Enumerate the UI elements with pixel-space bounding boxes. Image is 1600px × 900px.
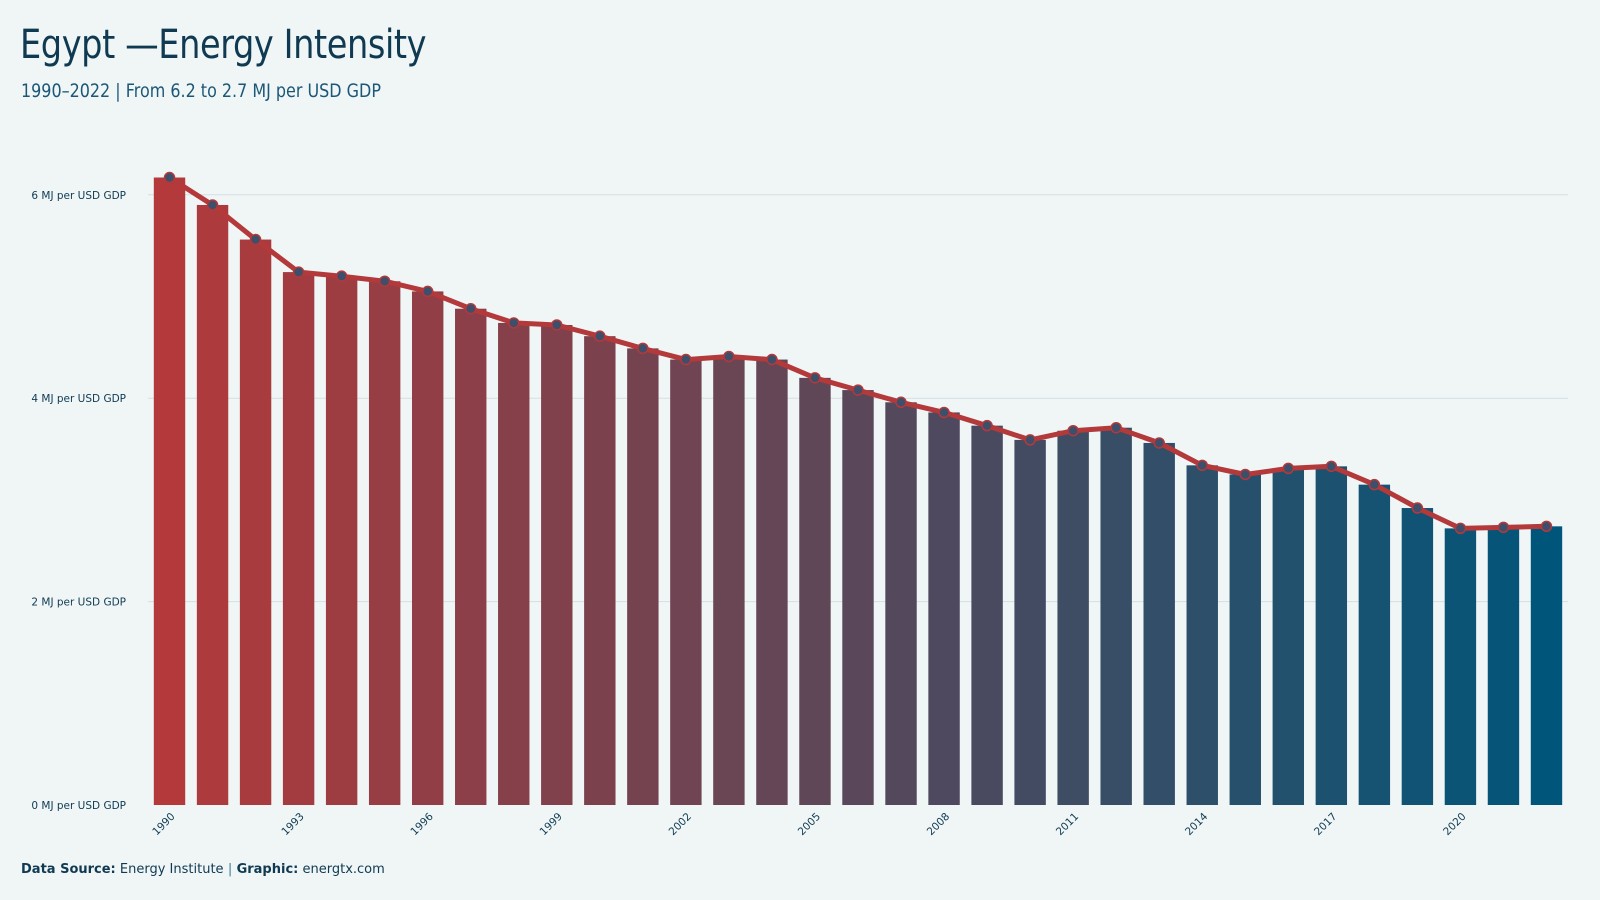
x-tick-label: 2014 [1183, 810, 1211, 838]
graphic-label: Graphic: [236, 862, 299, 877]
marker-2021 [1497, 521, 1510, 534]
bar-1993 [282, 272, 315, 805]
bar-2012 [1100, 427, 1132, 805]
marker-2019 [1411, 502, 1424, 514]
bar-2010 [1014, 439, 1046, 805]
bar-1991 [196, 204, 229, 806]
x-tick-label: 1996 [408, 810, 436, 838]
x-tick-label: 1990 [150, 811, 177, 838]
bar-1995 [368, 281, 401, 805]
marker-2014 [1196, 459, 1208, 472]
footer-credits: Data Source: Energy Institute | Graphic:… [21, 862, 385, 877]
bar-2021 [1487, 527, 1520, 805]
marker-2015 [1239, 468, 1252, 481]
bar-2005 [799, 377, 831, 805]
marker-1996 [421, 285, 434, 298]
footer-separator: | [227, 862, 233, 877]
marker-2009 [981, 419, 993, 432]
y-tick-label: 4 MJ per USD GDP [31, 393, 126, 405]
marker-2016 [1282, 462, 1295, 475]
bar-2017 [1315, 466, 1348, 805]
bar-2015 [1229, 474, 1261, 805]
marker-2017 [1325, 460, 1338, 473]
bar-2011 [1057, 430, 1089, 805]
y-tick-label: 2 MJ per USD GDP [31, 597, 126, 609]
x-tick-label: 2011 [1054, 811, 1081, 838]
marker-2008 [938, 406, 950, 419]
bar-2002 [670, 359, 702, 805]
marker-1993 [292, 266, 305, 278]
chart-subtitle: 1990–2022 | From 6.2 to 2.7 MJ per USD G… [21, 80, 381, 102]
source-value: Energy Institute [119, 862, 224, 877]
x-tick-label: 2005 [796, 811, 823, 838]
bar-2018 [1358, 484, 1391, 805]
marker-2020 [1454, 522, 1467, 535]
y-tick-label: 6 MJ per USD GDP [31, 190, 126, 202]
bar-2014 [1186, 465, 1218, 805]
marker-2022 [1540, 520, 1553, 533]
bar-2019 [1401, 508, 1434, 805]
bar-2006 [842, 390, 874, 805]
bar-1998 [498, 322, 530, 805]
y-tick-label: 0 MJ per USD GDP [31, 800, 126, 812]
marker-1999 [551, 319, 563, 331]
bar-1992 [239, 239, 272, 806]
marker-2000 [594, 330, 606, 342]
marker-1997 [464, 302, 477, 315]
bar-1997 [455, 308, 487, 805]
marker-1994 [335, 270, 348, 282]
bar-1999 [541, 324, 573, 805]
bar-2003 [713, 356, 745, 805]
marker-1998 [508, 317, 520, 329]
marker-2013 [1153, 437, 1165, 449]
marker-2018 [1368, 478, 1381, 491]
marker-2010 [1024, 434, 1036, 446]
x-tick-label: 2020 [1441, 811, 1468, 838]
bars [153, 177, 1563, 806]
marker-2005 [809, 372, 821, 384]
x-tick-label: 2008 [925, 811, 952, 838]
bar-2008 [928, 412, 960, 805]
x-tick-label: 2017 [1312, 811, 1339, 838]
marker-2002 [680, 353, 692, 366]
marker-1991 [206, 199, 219, 211]
bar-2020 [1444, 528, 1477, 805]
marker-1992 [249, 233, 262, 246]
x-tick-label: 1999 [538, 811, 565, 838]
graphic-value: energtx.com [302, 862, 385, 877]
bar-2016 [1272, 468, 1305, 805]
marker-1995 [378, 275, 391, 287]
bar-2007 [885, 402, 917, 805]
marker-2006 [852, 384, 864, 396]
x-axis-tick-labels: 1990 1993 1996 1999 2002 2005 2008 2011 2014 2017… [150, 810, 1468, 838]
bar-1996 [411, 291, 444, 805]
marker-2007 [895, 396, 907, 409]
bar-2013 [1143, 442, 1175, 805]
chart-title: Egypt —Energy Intensity [20, 22, 427, 68]
marker-1990 [163, 171, 176, 184]
bar-2022 [1530, 526, 1563, 805]
bar-2004 [756, 359, 788, 805]
x-tick-label: 1993 [279, 811, 306, 838]
bar-2009 [971, 425, 1003, 805]
marker-2012 [1110, 421, 1122, 434]
markers [163, 171, 1553, 535]
bar-2000 [584, 336, 616, 805]
bar-1994 [325, 276, 358, 805]
marker-2003 [723, 350, 735, 363]
bar-1990 [153, 177, 186, 806]
marker-2004 [766, 353, 778, 366]
x-tick-label: 2002 [667, 811, 694, 838]
marker-2001 [637, 342, 649, 355]
marker-2011 [1067, 424, 1079, 437]
source-label: Data Source: [21, 862, 116, 877]
bar-2001 [627, 348, 659, 805]
y-axis-tick-labels: 0 MJ per USD GDP 2 MJ per USD GDP 4 MJ per… [31, 190, 126, 812]
